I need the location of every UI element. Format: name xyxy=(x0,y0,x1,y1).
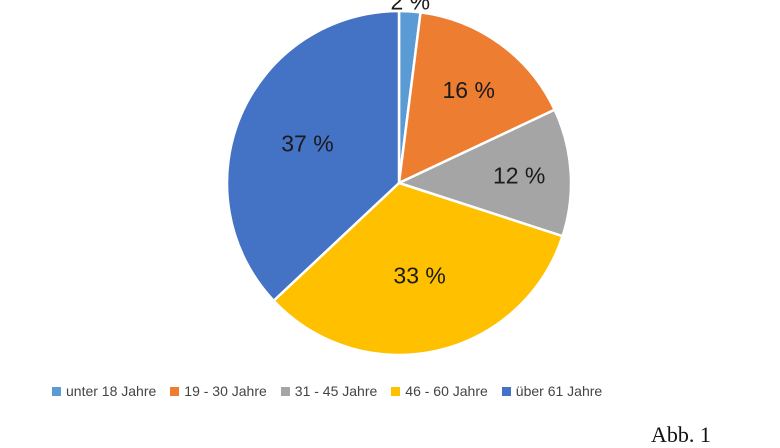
legend-label: unter 18 Jahre xyxy=(66,383,157,399)
legend-item-31-45: 31 - 45 Jahre xyxy=(280,383,378,399)
legend-label: 19 - 30 Jahre xyxy=(184,383,267,399)
legend-item-unter-18: unter 18 Jahre xyxy=(52,383,156,399)
legend-label: 31 - 45 Jahre xyxy=(294,383,378,399)
legend-swatch xyxy=(170,386,180,396)
data-label-4: 33 % xyxy=(393,262,445,288)
pie-labels: 2 % 16 % 12 % 33 % 37 % xyxy=(281,0,545,288)
legend-item-ueber-61: über 61 Jahre xyxy=(501,383,603,399)
data-label-5: 37 % xyxy=(281,130,333,156)
pie-slice-5 xyxy=(225,9,401,303)
legend-swatch xyxy=(52,386,61,396)
data-label-3: 12 % xyxy=(493,162,545,188)
data-label-2: 16 % xyxy=(443,77,495,103)
legend-swatch xyxy=(501,386,511,396)
pie-slice-3 xyxy=(395,108,573,238)
legend-label: über 61 Jahre xyxy=(515,383,603,399)
figure-caption: Abb. 1 xyxy=(651,422,711,447)
pie-slices xyxy=(225,9,573,357)
legend: unter 18 Jahre 19 - 30 Jahre 31 - 45 Jah… xyxy=(52,383,762,399)
pie-chart: 2 % 16 % 12 % 33 % 37 % xyxy=(225,0,573,357)
pie-slice-4 xyxy=(271,181,565,357)
legend-label: 46 - 60 Jahre xyxy=(405,383,488,399)
legend-item-46-60: 46 - 60 Jahre xyxy=(391,383,488,399)
data-label-1: 2 % xyxy=(390,0,430,14)
pie-slice-2 xyxy=(397,10,557,186)
legend-swatch xyxy=(280,386,290,396)
legend-swatch xyxy=(391,386,401,396)
legend-item-19-30: 19 - 30 Jahre xyxy=(170,383,267,399)
